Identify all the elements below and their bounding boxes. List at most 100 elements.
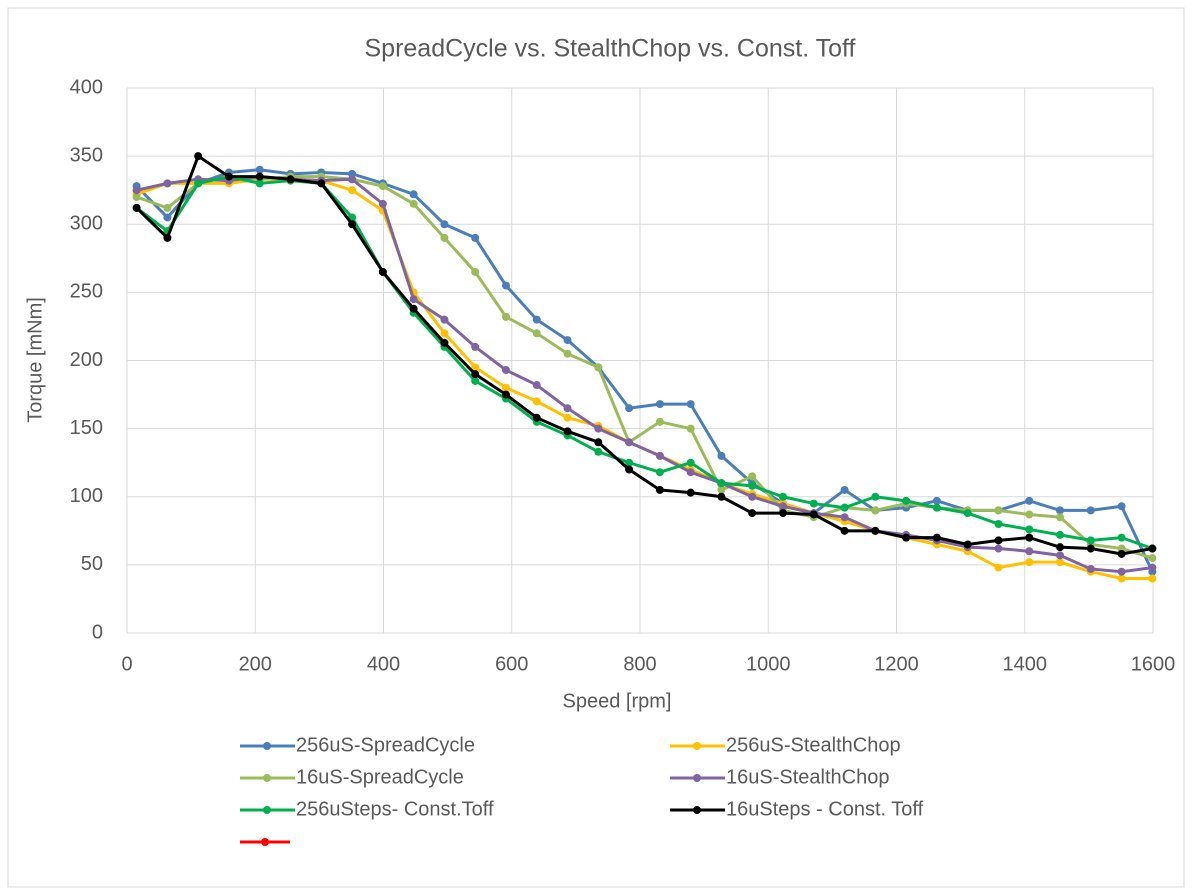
y-tick-label: 100 xyxy=(70,485,103,507)
legend-marker xyxy=(263,806,271,814)
point xyxy=(255,179,264,188)
y-tick-label: 200 xyxy=(70,349,103,371)
point xyxy=(994,536,1003,545)
y-tick-label: 300 xyxy=(70,213,103,235)
point xyxy=(1117,549,1126,558)
point xyxy=(686,468,695,477)
legend-marker xyxy=(693,774,701,782)
point xyxy=(471,342,480,351)
point xyxy=(163,233,172,242)
point xyxy=(1025,547,1034,556)
y-tick-label: 350 xyxy=(70,144,103,166)
point xyxy=(501,366,510,375)
point xyxy=(655,451,664,460)
point xyxy=(1117,567,1126,576)
point xyxy=(1148,574,1157,583)
point xyxy=(224,172,233,181)
point xyxy=(132,186,141,195)
point xyxy=(348,186,357,195)
x-tick-label: 200 xyxy=(239,653,272,675)
point xyxy=(1117,533,1126,542)
point xyxy=(717,492,726,501)
point xyxy=(1148,554,1157,563)
point xyxy=(994,506,1003,515)
point xyxy=(132,203,141,212)
point xyxy=(286,175,295,184)
point xyxy=(440,233,449,242)
x-tick-label: 1200 xyxy=(874,653,919,675)
point xyxy=(409,190,418,199)
x-tick-label: 600 xyxy=(495,653,528,675)
legend-label: 256uS-SpreadCycle xyxy=(296,734,475,756)
point xyxy=(748,481,757,490)
legend-label: 256uSteps- Const.Toff xyxy=(296,798,494,820)
point xyxy=(1086,536,1095,545)
point xyxy=(194,152,203,161)
point xyxy=(840,513,849,522)
point xyxy=(748,472,757,481)
point xyxy=(1056,543,1065,552)
x-tick-label: 1400 xyxy=(1003,653,1048,675)
legend-marker xyxy=(693,806,701,814)
chart-border xyxy=(7,7,1185,888)
series-line xyxy=(135,153,1153,556)
point xyxy=(409,295,418,304)
point xyxy=(717,451,726,460)
point xyxy=(532,413,541,422)
point xyxy=(440,329,449,338)
legend-marker xyxy=(693,742,701,750)
point xyxy=(532,397,541,406)
point xyxy=(1056,551,1065,560)
point xyxy=(994,563,1003,572)
point xyxy=(963,540,972,549)
x-tick-label: 800 xyxy=(623,653,656,675)
x-axis-label: Speed [rpm] xyxy=(563,690,672,712)
point xyxy=(625,404,634,413)
point xyxy=(594,424,603,433)
point xyxy=(963,509,972,518)
point xyxy=(686,488,695,497)
point xyxy=(1025,510,1034,519)
chart-title: SpreadCycle vs. StealthChop vs. Const. T… xyxy=(365,35,856,63)
legend-label: 16uS-SpreadCycle xyxy=(296,766,464,788)
point xyxy=(871,526,880,535)
point xyxy=(809,499,818,508)
point xyxy=(1148,563,1157,572)
point xyxy=(501,281,510,290)
point xyxy=(348,220,357,229)
point xyxy=(686,400,695,409)
point xyxy=(440,220,449,229)
point xyxy=(686,424,695,433)
point xyxy=(748,492,757,501)
point xyxy=(563,336,572,345)
point xyxy=(471,233,480,242)
point xyxy=(840,526,849,535)
point xyxy=(1056,530,1065,539)
point xyxy=(532,329,541,338)
point xyxy=(902,496,911,505)
legend-marker xyxy=(263,742,271,750)
point xyxy=(532,315,541,324)
point xyxy=(717,485,726,494)
point xyxy=(471,370,480,379)
point xyxy=(655,485,664,494)
point xyxy=(655,400,664,409)
point xyxy=(378,199,387,208)
legend-label: 16uSteps - Const. Toff xyxy=(726,798,924,820)
point xyxy=(501,312,510,321)
point xyxy=(1025,525,1034,534)
point xyxy=(163,179,172,188)
x-tick-label: 0 xyxy=(121,653,132,675)
point xyxy=(994,520,1003,528)
x-tick-label: 400 xyxy=(367,653,400,675)
point xyxy=(594,438,603,447)
point xyxy=(686,458,695,467)
point xyxy=(1025,533,1034,542)
point xyxy=(194,179,203,188)
y-tick-label: 50 xyxy=(81,553,103,575)
point xyxy=(348,175,357,184)
point xyxy=(902,533,911,542)
point xyxy=(471,376,480,385)
point xyxy=(255,165,264,174)
